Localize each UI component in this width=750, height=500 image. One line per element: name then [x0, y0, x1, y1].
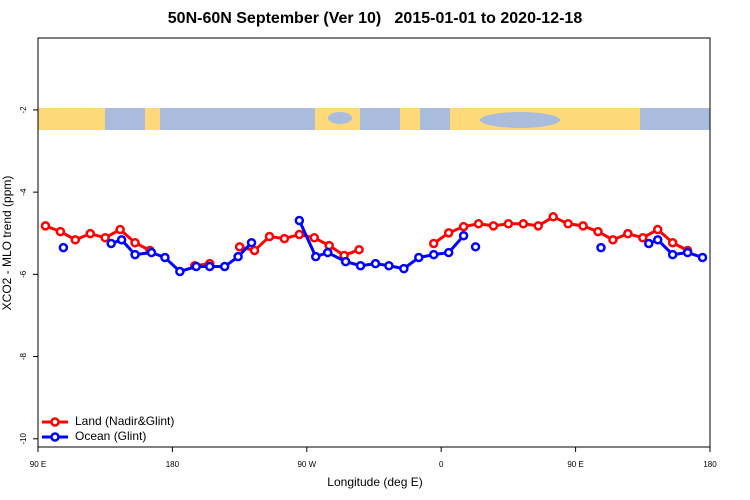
data-point — [354, 244, 364, 255]
data-point — [264, 231, 275, 242]
data-point — [85, 228, 96, 239]
data-point — [399, 263, 409, 274]
y-tick-label: -6 — [19, 270, 28, 278]
data-point — [204, 261, 215, 272]
data-point — [294, 229, 305, 240]
data-point — [473, 219, 484, 229]
y-tick-label: -10 — [19, 432, 28, 444]
data-point — [593, 226, 603, 237]
y-tick-label: -4 — [19, 188, 28, 196]
data-point — [340, 256, 351, 267]
x-tick-label: 180 — [703, 460, 717, 469]
data-point — [246, 237, 257, 248]
data-point — [563, 219, 573, 229]
data-point — [578, 221, 588, 231]
data-point — [40, 221, 51, 231]
legend-label: Ocean (Glint) — [75, 429, 146, 443]
data-point — [503, 219, 514, 229]
data-point — [682, 247, 693, 258]
data-point — [279, 233, 290, 244]
chart-title: 50N-60N September (Ver 10) 2015-01-01 to… — [168, 10, 583, 27]
data-point — [116, 235, 127, 245]
data-point — [443, 247, 454, 258]
data-point — [623, 228, 633, 239]
data-point — [322, 247, 333, 258]
legend-label: Land (Nadir&Glint) — [75, 414, 174, 428]
series-line — [44, 215, 689, 268]
data-point — [130, 249, 140, 260]
data-point — [548, 212, 558, 222]
data-point — [191, 261, 202, 272]
x-tick-label: 90 E — [30, 460, 46, 469]
y-axis-label: XCO2 - MLO trend (ppm) — [0, 176, 14, 311]
data-point — [219, 261, 230, 272]
data-point — [175, 266, 185, 277]
x-tick-label: 90 W — [297, 460, 316, 469]
data-point — [233, 251, 243, 262]
data-point — [428, 249, 439, 260]
data-point — [652, 224, 663, 235]
data-point — [428, 238, 439, 249]
x-tick-label: 0 — [439, 460, 444, 469]
data-point — [384, 260, 394, 271]
data-point — [100, 233, 110, 243]
data-point — [596, 242, 606, 253]
data-point — [638, 233, 648, 243]
data-point — [458, 230, 469, 241]
data-point — [644, 238, 654, 249]
data-point — [488, 221, 499, 231]
data-point — [146, 247, 157, 258]
data-point — [533, 221, 544, 231]
data-point — [55, 226, 66, 237]
data-point — [249, 245, 260, 256]
map-strip — [38, 108, 710, 130]
x-axis-label: Longitude (deg E) — [327, 475, 422, 489]
data-point — [443, 228, 454, 238]
data-point — [458, 221, 469, 232]
data-point — [414, 252, 424, 263]
y-tick-label: -2 — [19, 106, 28, 114]
data-point — [518, 219, 529, 229]
legend-marker — [50, 417, 60, 427]
data-point — [294, 215, 305, 226]
x-tick-label: 90 E — [567, 460, 583, 469]
data-point — [115, 224, 125, 235]
data-point — [652, 235, 663, 245]
data-point — [697, 252, 708, 263]
data-point — [234, 242, 245, 252]
x-tick-label: 180 — [166, 460, 180, 469]
data-point — [106, 238, 116, 249]
data-point — [70, 235, 81, 245]
data-point — [309, 233, 320, 243]
data-point — [470, 242, 481, 252]
data-point — [667, 237, 678, 248]
data-point — [311, 251, 321, 262]
data-point — [667, 249, 678, 260]
data-point — [130, 237, 140, 248]
data-point — [58, 242, 69, 253]
data-point — [608, 235, 618, 245]
data-point — [160, 252, 170, 263]
data-point — [355, 260, 366, 271]
plot-frame — [37, 37, 711, 448]
y-tick-label: -8 — [19, 352, 28, 360]
legend-marker — [50, 432, 60, 442]
data-point — [370, 258, 381, 269]
